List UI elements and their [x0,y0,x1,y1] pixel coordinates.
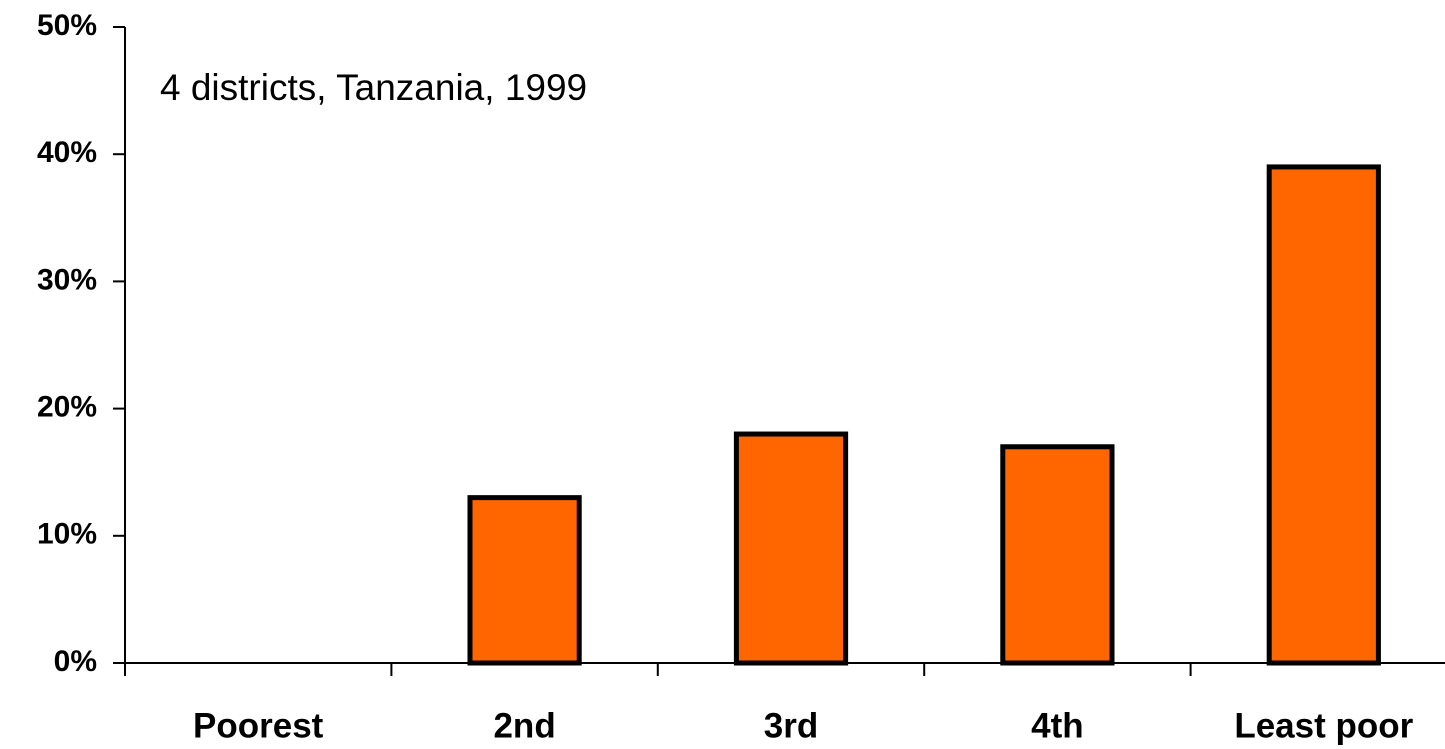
annotation: 4 districts, Tanzania, 1999 [160,67,587,108]
bar [1266,164,1381,666]
x-tick-label: Least poor [1234,706,1413,745]
x-tick-label: 2nd [493,706,555,745]
y-tick-label: 20% [37,391,97,424]
y-tick-label: 40% [37,136,97,169]
x-tick-label: 3rd [764,706,818,745]
bar [1000,444,1115,666]
y-tick-label: 0% [54,645,97,678]
y-tick-label: 30% [37,263,97,296]
bar [467,495,582,666]
y-tick-label: 10% [37,518,97,551]
x-tick-label: 4th [1031,706,1084,745]
bar [733,431,849,666]
x-tick-label: Poorest [193,706,324,745]
y-tick-label: 50% [37,9,97,42]
